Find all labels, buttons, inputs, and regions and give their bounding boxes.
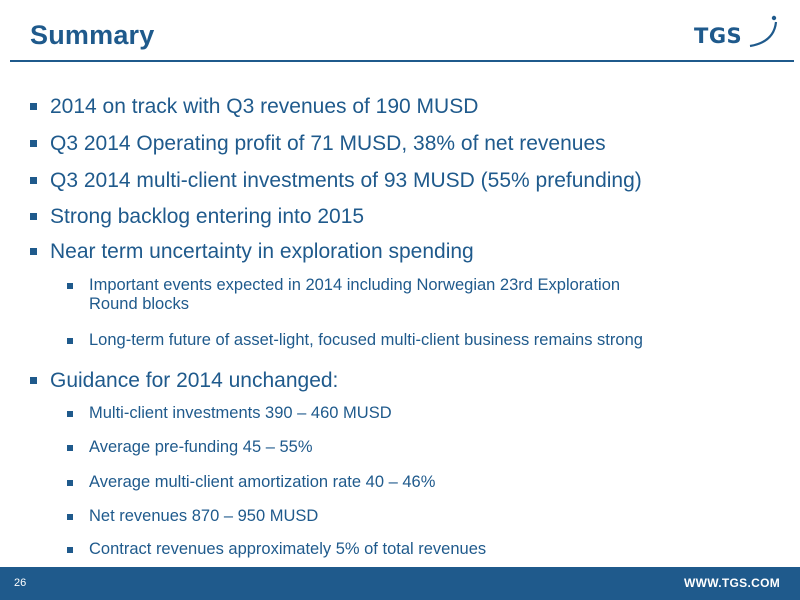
bullet-item: Strong backlog entering into 2015 (30, 205, 364, 229)
bullet-list: 2014 on track with Q3 revenues of 190 MU… (30, 95, 643, 559)
square-bullet-icon (67, 338, 73, 344)
square-bullet-icon (67, 480, 73, 486)
square-bullet-icon (67, 547, 73, 553)
sub-bullet-text: Important events expected in 2014 includ… (89, 276, 620, 314)
sub-bullet-text: Net revenues 870 – 950 MUSD (89, 507, 319, 525)
sub-bullet-line: Important events expected in 2014 includ… (89, 276, 621, 294)
logo-text: TGS (694, 24, 743, 48)
sub-bullet-text: Average multi-client amortization rate 4… (89, 473, 436, 491)
sub-bullet-item: Long-term future of asset-light, focused… (67, 331, 643, 350)
bullet-text: Near term uncertainty in exploration spe… (50, 240, 474, 263)
square-bullet-icon (30, 177, 37, 184)
bullet-text: 2014 on track with Q3 revenues of 190 MU… (50, 95, 479, 118)
bullet-item: Guidance for 2014 unchanged: (30, 369, 338, 393)
sub-bullet-text: Contract revenues approximately 5% of to… (89, 540, 487, 558)
footer-url: WWW.TGS.COM (684, 576, 780, 590)
footer-bar: 26 WWW.TGS.COM (0, 567, 800, 600)
sub-bullet-line: Round blocks (89, 295, 189, 313)
square-bullet-icon (30, 140, 37, 147)
bullet-item: Q3 2014 multi-client investments of 93 M… (30, 169, 642, 193)
bullet-item: 2014 on track with Q3 revenues of 190 MU… (30, 95, 478, 119)
square-bullet-icon (67, 445, 73, 451)
square-bullet-icon (30, 213, 37, 220)
square-bullet-icon (67, 514, 73, 520)
sub-bullet-text: Long-term future of asset-light, focused… (89, 331, 643, 349)
bullet-text: Guidance for 2014 unchanged: (50, 369, 339, 392)
logo-arc-icon (749, 15, 778, 48)
sub-bullet-item: Contract revenues approximately 5% of to… (67, 540, 486, 559)
square-bullet-icon (30, 103, 37, 110)
bullet-text: Q3 2014 multi-client investments of 93 M… (50, 169, 642, 192)
sub-bullet-text: Average pre-funding 45 – 55% (89, 438, 313, 456)
tgs-logo: TGS (692, 12, 782, 56)
sub-bullet-item: Average pre-funding 45 – 55% (67, 438, 313, 457)
sub-bullet-item: Average multi-client amortization rate 4… (67, 473, 435, 492)
square-bullet-icon (67, 411, 73, 417)
page-title: Summary (30, 20, 155, 50)
sub-bullet-item: Multi-client investments 390 – 460 MUSD (67, 404, 392, 423)
sub-bullet-text: Multi-client investments 390 – 460 MUSD (89, 404, 392, 422)
square-bullet-icon (67, 283, 73, 289)
square-bullet-icon (30, 377, 37, 384)
bullet-text: Q3 2014 Operating profit of 71 MUSD, 38%… (50, 132, 606, 155)
sub-bullet-item: Important events expected in 2014 includ… (67, 276, 620, 314)
square-bullet-icon (30, 248, 37, 255)
header-divider (10, 60, 794, 62)
sub-bullet-item: Net revenues 870 – 950 MUSD (67, 507, 318, 526)
page-number: 26 (14, 577, 27, 589)
bullet-text: Strong backlog entering into 2015 (50, 205, 365, 228)
bullet-item: Near term uncertainty in exploration spe… (30, 240, 474, 264)
bullet-item: Q3 2014 Operating profit of 71 MUSD, 38%… (30, 132, 606, 156)
